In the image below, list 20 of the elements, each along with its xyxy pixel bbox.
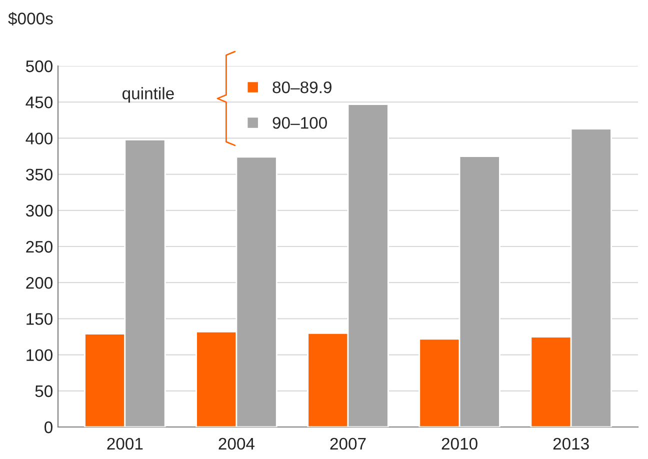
x-tick-label: 2013 [553, 438, 589, 450]
y-tick-label: 500 [26, 60, 52, 72]
x-tick-label: 2004 [218, 438, 255, 450]
y-tick-label: 350 [26, 168, 52, 181]
legend-title: quintile [122, 87, 174, 103]
y-tick-label: 450 [26, 96, 52, 108]
y-tick-label: 300 [26, 204, 52, 217]
y-tick-label: 200 [26, 277, 52, 289]
y-tick-label: 250 [26, 240, 52, 253]
x-tick-label: 2001 [107, 438, 143, 450]
y-tick-label: 400 [26, 132, 52, 144]
y-axis-title: $000s [8, 12, 53, 26]
legend-label: 80–89.9 [272, 81, 332, 94]
x-tick-label: 2007 [330, 438, 366, 450]
y-tick-label: 0 [44, 421, 52, 434]
y-tick-label: 100 [26, 349, 52, 362]
x-tick-label: 2010 [442, 438, 478, 450]
y-tick-label: 50 [35, 385, 52, 398]
legend-label: 90–100 [272, 116, 327, 129]
y-tick-label: 150 [26, 313, 52, 325]
